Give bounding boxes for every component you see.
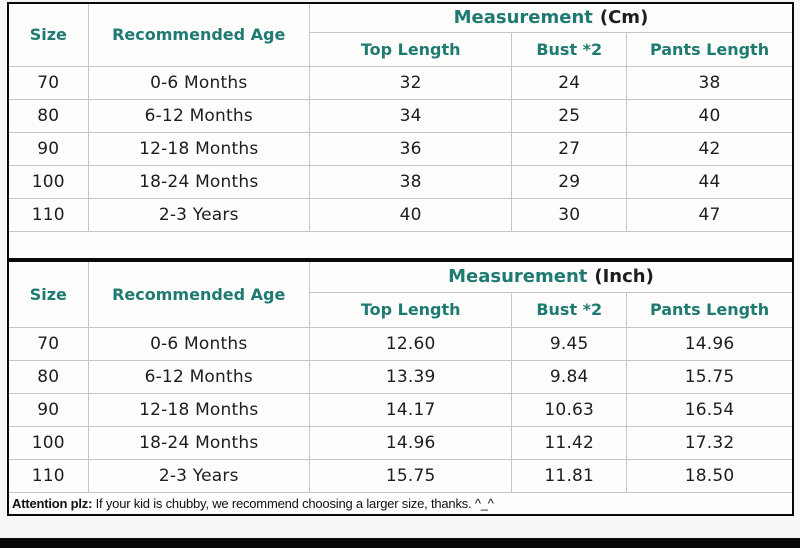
age-cell: 0-6 Months bbox=[87, 65, 310, 100]
cm-age-column-header: Recommended Age bbox=[87, 2, 310, 67]
table-row: 110 2-3 Years 40 30 47 bbox=[7, 197, 794, 232]
size-cell: 80 bbox=[7, 98, 89, 133]
attention-note: Attention plz: If your kid is chubby, we… bbox=[7, 491, 794, 516]
bust-cell: 11.42 bbox=[511, 425, 628, 460]
age-cell: 18-24 Months bbox=[87, 425, 310, 460]
age-cell: 12-18 Months bbox=[87, 131, 310, 166]
table-row: 110 2-3 Years 15.75 11.81 18.50 bbox=[7, 458, 794, 493]
pants-length-cell: 15.75 bbox=[626, 359, 794, 394]
top-length-cell: 14.17 bbox=[308, 392, 513, 427]
table-row: 80 6-12 Months 13.39 9.84 15.75 bbox=[7, 359, 794, 394]
age-cell: 18-24 Months bbox=[87, 164, 310, 199]
table-row: 90 12-18 Months 14.17 10.63 16.54 bbox=[7, 392, 794, 427]
inch-size-table: Size Recommended Age Measurement (Inch) T… bbox=[7, 260, 794, 516]
size-cell: 90 bbox=[7, 392, 89, 427]
bust-cell: 11.81 bbox=[511, 458, 628, 493]
cm-size-table: Size Recommended Age Measurement (Cm) Top… bbox=[7, 2, 794, 260]
top-length-cell: 40 bbox=[308, 197, 513, 232]
attention-note-row: Attention plz: If your kid is chubby, we… bbox=[7, 491, 794, 516]
cm-size-column-header: Size bbox=[7, 2, 89, 67]
age-cell: 2-3 Years bbox=[87, 197, 310, 232]
table-row: 80 6-12 Months 34 25 40 bbox=[7, 98, 794, 133]
top-length-cell: 14.96 bbox=[308, 425, 513, 460]
top-length-cell: 36 bbox=[308, 131, 513, 166]
attention-note-text: If your kid is chubby, we recommend choo… bbox=[92, 495, 494, 511]
empty-cell bbox=[8, 230, 793, 260]
age-cell: 6-12 Months bbox=[87, 98, 310, 133]
size-cell: 70 bbox=[7, 65, 89, 100]
age-cell: 0-6 Months bbox=[87, 326, 310, 361]
bust-cell: 24 bbox=[511, 65, 628, 100]
cm-pants-length-header: Pants Length bbox=[626, 31, 794, 67]
inch-measurement-header: Measurement (Inch) bbox=[308, 260, 794, 293]
age-cell: 2-3 Years bbox=[87, 458, 310, 493]
cm-measurement-label: Measurement bbox=[453, 7, 593, 29]
size-cell: 110 bbox=[7, 458, 89, 493]
size-cell: 100 bbox=[7, 425, 89, 460]
age-cell: 12-18 Months bbox=[87, 392, 310, 427]
inch-size-column-header: Size bbox=[7, 260, 89, 328]
top-length-cell: 38 bbox=[308, 164, 513, 199]
cm-top-length-header: Top Length bbox=[308, 31, 513, 67]
top-length-cell: 32 bbox=[308, 65, 513, 100]
cm-bust-header: Bust *2 bbox=[511, 31, 628, 67]
bottom-bar bbox=[0, 538, 800, 548]
table-row: 70 0-6 Months 12.60 9.45 14.96 bbox=[7, 326, 794, 361]
size-cell: 110 bbox=[7, 197, 89, 232]
top-length-cell: 15.75 bbox=[308, 458, 513, 493]
pants-length-cell: 17.32 bbox=[626, 425, 794, 460]
table-row: 100 18-24 Months 14.96 11.42 17.32 bbox=[7, 425, 794, 460]
pants-length-cell: 18.50 bbox=[626, 458, 794, 493]
pants-length-cell: 44 bbox=[626, 164, 794, 199]
bust-cell: 9.84 bbox=[511, 359, 628, 394]
table-row: 90 12-18 Months 36 27 42 bbox=[7, 131, 794, 166]
bust-cell: 27 bbox=[511, 131, 628, 166]
cm-measurement-header: Measurement (Cm) bbox=[308, 2, 794, 33]
table-row: 100 18-24 Months 38 29 44 bbox=[7, 164, 794, 199]
top-length-cell: 12.60 bbox=[308, 326, 513, 361]
bust-cell: 10.63 bbox=[511, 392, 628, 427]
pants-length-cell: 42 bbox=[626, 131, 794, 166]
pants-length-cell: 47 bbox=[626, 197, 794, 232]
size-cell: 80 bbox=[7, 359, 89, 394]
bust-cell: 29 bbox=[511, 164, 628, 199]
inch-pants-length-header: Pants Length bbox=[626, 291, 794, 328]
size-cell: 90 bbox=[7, 131, 89, 166]
inch-age-column-header: Recommended Age bbox=[87, 260, 310, 328]
cm-unit-label: (Cm) bbox=[599, 7, 649, 29]
size-cell: 100 bbox=[7, 164, 89, 199]
inch-table-body: 70 0-6 Months 12.60 9.45 14.96 80 6-12 Months 1… bbox=[7, 326, 794, 493]
cm-empty-row bbox=[8, 230, 793, 260]
attention-note-bold: Attention plz: bbox=[12, 495, 93, 511]
table-row: 70 0-6 Months 32 24 38 bbox=[7, 65, 794, 100]
pants-length-cell: 38 bbox=[626, 65, 794, 100]
cm-table-body: 70 0-6 Months 32 24 38 80 6-12 Months 34 25 40 90 1… bbox=[7, 65, 794, 232]
bust-cell: 30 bbox=[511, 197, 628, 232]
bust-cell: 9.45 bbox=[511, 326, 628, 361]
pants-length-cell: 14.96 bbox=[626, 326, 794, 361]
inch-unit-label: (Inch) bbox=[594, 266, 654, 288]
size-cell: 70 bbox=[7, 326, 89, 361]
pants-length-cell: 40 bbox=[626, 98, 794, 133]
top-length-cell: 13.39 bbox=[308, 359, 513, 394]
inch-bust-header: Bust *2 bbox=[511, 291, 628, 328]
age-cell: 6-12 Months bbox=[87, 359, 310, 394]
bust-cell: 25 bbox=[511, 98, 628, 133]
inch-top-length-header: Top Length bbox=[308, 291, 513, 328]
top-length-cell: 34 bbox=[308, 98, 513, 133]
pants-length-cell: 16.54 bbox=[626, 392, 794, 427]
inch-measurement-label: Measurement bbox=[448, 266, 588, 288]
